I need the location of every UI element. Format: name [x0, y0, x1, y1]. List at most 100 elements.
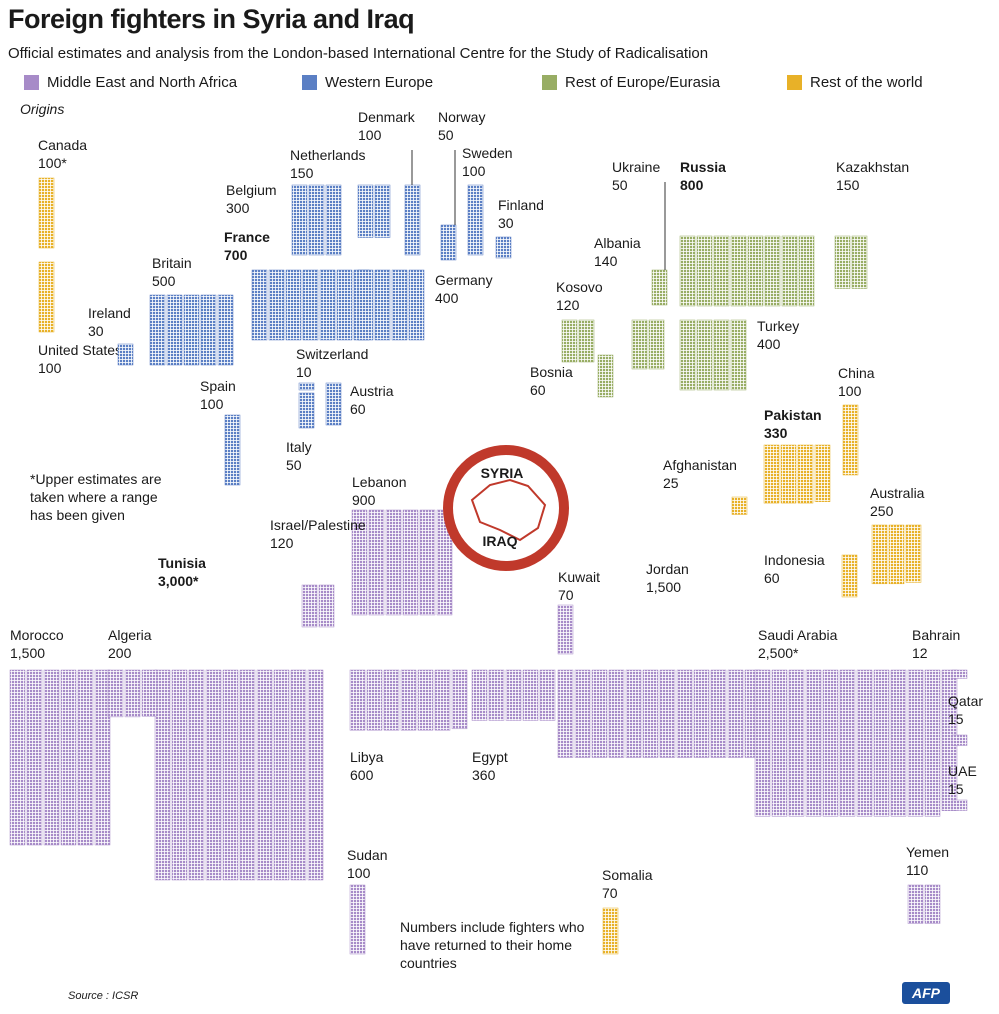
bar-libya-6 [451, 669, 468, 730]
bar-russia-2 [713, 235, 730, 307]
legend-swatch-mena [24, 74, 39, 90]
legend-label-rest-europe: Rest of Europe/Eurasia [565, 73, 721, 91]
label-turkey: Turkey [757, 318, 799, 334]
bar-pakistan-3 [814, 444, 831, 502]
value-canada: 100* [38, 155, 67, 171]
country-group-ukraine: Ukraine 50 [612, 159, 668, 306]
value-denmark: 100 [358, 127, 382, 143]
value-russia: 800 [680, 177, 704, 193]
label-belgium: Belgium [226, 182, 277, 198]
label-sudan: Sudan [347, 847, 387, 863]
bar-saudi-arabia-2 [788, 669, 805, 817]
bar-bosnia-0 [597, 354, 614, 398]
bar-qatar-0 [951, 734, 968, 746]
value-china: 100 [838, 383, 862, 399]
bar-saudi-arabia-1 [771, 669, 788, 817]
value-turkey: 400 [757, 336, 781, 352]
country-group-australia: Australia 250 [870, 485, 925, 585]
country-group-somalia: Somalia 70 [602, 867, 653, 955]
label-indonesia: Indonesia [764, 552, 825, 568]
bar-germany-1 [374, 269, 391, 341]
bar-ukraine-0 [651, 269, 668, 306]
label-ireland: Ireland [88, 305, 131, 321]
country-group-netherlands: Netherlands 150 [290, 147, 391, 238]
bar-jordan-1 [574, 669, 591, 758]
country-group-sudan: Sudan 100 [347, 847, 387, 955]
value-netherlands: 150 [290, 165, 314, 181]
bar-algeria-2 [141, 669, 158, 717]
country-group-germany: Germany 400 [357, 269, 493, 341]
country-group-bosnia: Bosnia 60 [530, 354, 614, 398]
label-yemen: Yemen [906, 844, 949, 860]
bar-spain-0 [224, 414, 241, 486]
legend-item-rest-world: Rest of the world [787, 72, 923, 92]
value-yemen: 110 [906, 862, 929, 878]
bar-jordan-3 [608, 669, 625, 758]
label-australia: Australia [870, 485, 925, 501]
bar-kazakhstan-1 [851, 235, 868, 289]
country-group-britain: Britain 500 [149, 255, 234, 366]
value-austria: 60 [350, 401, 366, 417]
bar-britain-4 [217, 294, 234, 366]
bar-france-0 [251, 269, 268, 341]
bar-russia-4 [747, 235, 764, 307]
bar-libya-2 [383, 669, 400, 731]
value-australia: 250 [870, 503, 894, 519]
label-tunisia: Tunisia [158, 555, 206, 571]
label-jordan: Jordan [646, 561, 689, 577]
value-afghanistan: 25 [663, 475, 679, 491]
value-ukraine: 50 [612, 177, 628, 193]
country-group-pakistan: Pakistan 330 [763, 407, 831, 504]
legend-swatch-rest-europe [542, 74, 557, 90]
bar-jordan-6 [659, 669, 676, 758]
label-sweden: Sweden [462, 145, 513, 161]
value-switzerland: 10 [296, 364, 312, 380]
bar-yemen-0 [907, 884, 924, 924]
value-algeria: 200 [108, 645, 132, 661]
bar-algeria-1 [124, 669, 141, 718]
country-group-norway: Norway 50 [438, 109, 485, 261]
country-group-russia: Russia 800 [679, 159, 815, 307]
emblem-ring [443, 445, 569, 571]
bar-jordan-4 [625, 669, 642, 758]
bar-germany-3 [408, 269, 425, 341]
bar-pakistan-2 [797, 444, 814, 504]
value-kosovo: 120 [556, 297, 580, 313]
bar-ireland-0 [117, 343, 134, 366]
label-somalia: Somalia [602, 867, 653, 883]
label-canada: Canada [38, 137, 87, 153]
country-group-afghanistan: Afghanistan 25 [663, 457, 748, 515]
bar-egypt-4 [539, 669, 556, 721]
bar-lebanon-0 [351, 509, 368, 616]
bar-morocco-1 [26, 669, 43, 846]
label-morocco: Morocco [10, 627, 64, 643]
label-germany: Germany [435, 272, 493, 288]
country-group-algeria: Algeria 200 [107, 627, 158, 718]
bar-libya-1 [366, 669, 383, 731]
country-group-kosovo: Kosovo 120 [556, 279, 603, 363]
value-bosnia: 60 [530, 382, 546, 398]
bar-france-5 [336, 269, 353, 341]
legend-label-mena: Middle East and North Africa [47, 73, 238, 91]
bar-morocco-4 [77, 669, 94, 846]
bar-saudi-arabia-3 [805, 669, 822, 817]
value-united-states: 100 [38, 360, 62, 376]
country-group-ireland: Ireland 30 [88, 305, 134, 366]
bar-united-states-0 [38, 261, 55, 333]
bar-tunisia-4 [222, 669, 239, 881]
bar-australia-1 [888, 524, 905, 585]
label-france: France [224, 229, 270, 245]
value-britain: 500 [152, 273, 176, 289]
bar-germany-2 [391, 269, 408, 341]
bar-morocco-2 [43, 669, 60, 846]
value-bahrain: 12 [912, 645, 928, 661]
label-kazakhstan: Kazakhstan [836, 159, 909, 175]
bar-britain-3 [200, 294, 217, 366]
bar-switzerland-0 [298, 382, 315, 391]
country-outline-icon [470, 478, 547, 542]
country-group-tunisia: Tunisia 3,000* [154, 555, 324, 881]
country-group-saudi-arabia: Saudi Arabia 2,500* [754, 627, 958, 817]
value-morocco: 1,500 [10, 645, 45, 661]
label-denmark: Denmark [358, 109, 416, 125]
bar-kosovo-0 [561, 319, 578, 363]
